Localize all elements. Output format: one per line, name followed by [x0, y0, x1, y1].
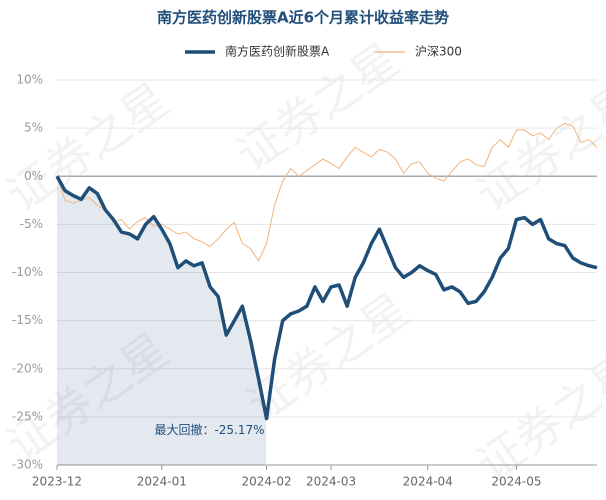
- y-tick-label: 5%: [24, 121, 43, 135]
- y-tick-label: 10%: [16, 73, 43, 87]
- y-tick-label: -15%: [12, 313, 43, 327]
- y-tick-label: -20%: [12, 361, 43, 375]
- x-tick-label: 2024-01: [137, 475, 187, 489]
- y-tick-label: -30%: [12, 458, 43, 472]
- drawdown-area: [57, 176, 267, 465]
- x-tick-label: 2024-03: [306, 475, 356, 489]
- legend-label: 沪深300: [415, 45, 462, 59]
- series-line: [55, 175, 598, 421]
- y-tick-label: -25%: [12, 409, 43, 423]
- chart-title: 南方医药创新股票A近6个月累计收益率走势: [157, 9, 449, 27]
- x-tick-label: 2024-02: [241, 475, 291, 489]
- watermark: 证券之星: [467, 72, 606, 222]
- y-tick-label: -5%: [20, 217, 43, 231]
- legend-label: 南方医药创新股票A: [225, 44, 330, 59]
- y-tick-label: -10%: [12, 265, 43, 279]
- y-tick-label: 0%: [24, 169, 43, 183]
- annotation: 最大回撤：-25.17%: [154, 422, 264, 437]
- x-tick-label: 2024-04: [403, 475, 453, 489]
- x-tick-label: 2023-12: [32, 475, 82, 489]
- series-line: [56, 122, 598, 262]
- x-tick-label: 2024-05: [491, 475, 541, 489]
